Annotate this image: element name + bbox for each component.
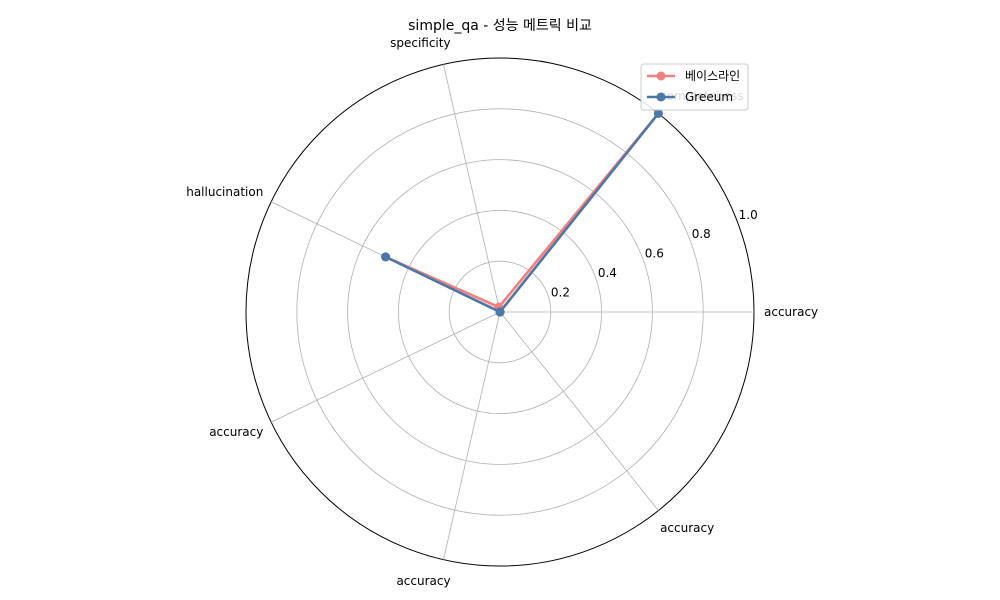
spoke-3 <box>443 64 501 313</box>
radial-tick-label-3: 0.6 <box>645 247 664 261</box>
legend-label-1: 베이스라인 <box>685 69 740 83</box>
radial-tick-label-1: 0.2 <box>551 286 570 300</box>
axis-label-7: accuracy <box>660 521 714 535</box>
legend-marker-1 <box>656 71 666 81</box>
radial-tick-label-5: 1.0 <box>739 208 758 222</box>
axis-label-4: hallucination <box>186 185 263 199</box>
radial-tick-label-2: 0.4 <box>598 266 617 280</box>
legend-marker-2 <box>656 92 666 102</box>
series-layer <box>381 108 663 317</box>
axis-label-5: accuracy <box>209 425 263 439</box>
series-2-point-2 <box>653 108 663 118</box>
series-2-point-7 <box>495 307 505 317</box>
series-2-point-4 <box>381 252 391 262</box>
axis-label-6: accuracy <box>396 574 450 588</box>
radial-tick-label-4: 0.8 <box>692 227 711 241</box>
axis-label-3: specificity <box>390 36 450 50</box>
radar-spokes <box>270 64 754 560</box>
spoke-5 <box>270 311 501 423</box>
chart-title: simple_qa - 성능 메트릭 비교 <box>408 18 592 34</box>
legend-label-2: Greeum <box>685 90 733 104</box>
spoke-6 <box>443 311 501 560</box>
spoke-7 <box>499 311 659 511</box>
axis-label-1: accuracy <box>764 305 818 319</box>
radial-tick-labels: 0.2 0.4 0.6 0.8 1.0 <box>551 208 758 300</box>
legend: 베이스라인 Greeum <box>640 63 749 111</box>
